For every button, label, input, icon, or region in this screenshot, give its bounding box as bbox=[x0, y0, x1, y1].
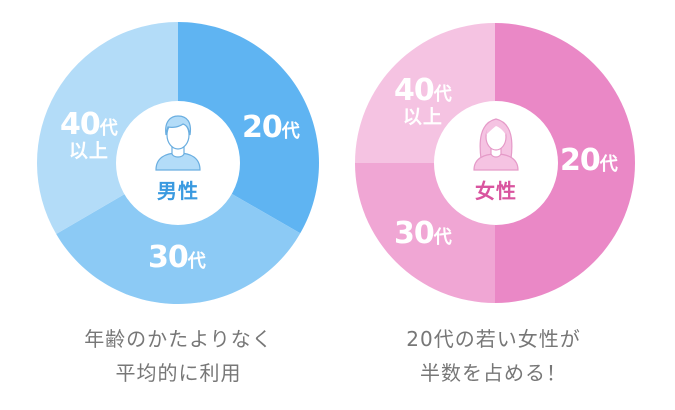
male-label-40s-plus: 40代 以上 bbox=[60, 107, 118, 162]
male-person-icon bbox=[155, 115, 201, 171]
female-caption: 20代の若い女性が 半数を占める！ bbox=[325, 322, 662, 390]
male-label-30s: 30代 bbox=[148, 240, 206, 275]
female-person-icon bbox=[473, 118, 519, 171]
male-center-disc: 男性 bbox=[116, 101, 240, 225]
female-caption-line2: 半数を占める！ bbox=[420, 361, 567, 385]
male-caption-line2: 平均的に利用 bbox=[115, 361, 242, 385]
male-center-label: 男性 bbox=[157, 179, 199, 203]
pie-slice bbox=[495, 23, 635, 303]
female-caption-line1: 20代の若い女性が bbox=[406, 327, 581, 351]
pie-slice bbox=[56, 163, 301, 304]
female-center-disc: 女性 bbox=[434, 101, 558, 225]
female-label-20s: 20代 bbox=[560, 143, 618, 178]
male-caption-line1: 年齢のかたよりなく bbox=[84, 327, 273, 351]
female-age-chart: 20代 30代 40代 以上 女性 20代の若い女性が 半数を占める！ bbox=[317, 0, 654, 410]
male-caption: 年齢のかたよりなく 平均的に利用 bbox=[10, 322, 347, 390]
male-age-chart: 20代 30代 40代 以上 男性 年齢のかたよりなく 平均的に利用 bbox=[0, 0, 337, 410]
male-label-20s: 20代 bbox=[242, 110, 300, 145]
female-center-label: 女性 bbox=[475, 179, 517, 203]
female-label-30s: 30代 bbox=[394, 216, 452, 251]
female-label-40s-plus: 40代 以上 bbox=[394, 73, 452, 128]
